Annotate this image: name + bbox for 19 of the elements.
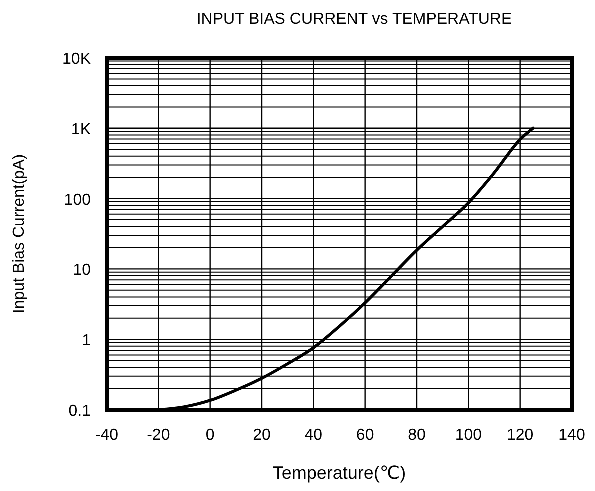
y-tick-label: 100 [64,192,92,209]
x-tick-label: -20 [147,427,170,444]
x-tick-label: 120 [506,427,534,444]
y-tick-label: 10 [73,262,92,280]
y-axis-title: Input Bias Current(pA) [11,154,28,314]
x-tick-label: 60 [356,427,374,444]
y-tick-label: 1 [82,332,92,350]
x-axis-title: Temperature(℃) [272,463,406,483]
x-tick-label: -40 [95,427,119,444]
x-tick-label: 80 [408,427,426,444]
x-tick-label: 140 [558,427,586,444]
x-tick-label: 100 [455,427,482,444]
y-tick-label: 1K [71,121,92,138]
y-tick-label: 0.1 [68,403,92,420]
x-tick-label: 20 [253,427,271,444]
chart-title: INPUT BIAS CURRENT vs TEMPERATURE [196,11,512,28]
y-tick-label: 10K [62,51,92,68]
x-tick-label: 0 [206,427,215,444]
x-tick-label: 40 [304,427,323,444]
